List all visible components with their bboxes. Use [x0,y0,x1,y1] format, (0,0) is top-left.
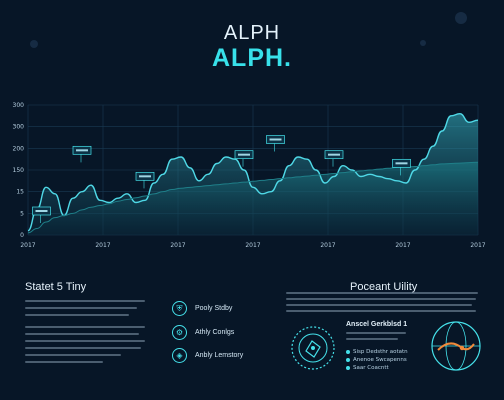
bullet-icon [346,358,350,362]
left-item-1[interactable]: ⛨ Pooly Stdby [172,301,232,316]
paragraph-line [25,347,141,349]
left-panel-title: Statet 5 Tiny [25,281,87,293]
annotation-marker[interactable] [72,145,92,163]
x-tick-label: 2017 [20,242,35,249]
chart-icon: ◈ [172,348,187,363]
right-sub-item-label: Saar Coacntt [353,365,389,371]
paragraph-line [286,298,476,300]
annotation-marker[interactable] [266,135,285,152]
paragraph-line [25,307,137,309]
paragraph-line [25,326,145,328]
right-sub-item-label: Anenoe Swcapenns [353,357,407,363]
area-chart: 2017 2017 2017 2017 2017 2017 2017 0 5 15 150 200 30… [13,102,486,249]
annotation-text-mark [238,153,250,156]
shield-icon: ⛨ [172,301,187,316]
gear-icon: ⚙ [172,325,187,340]
annotation-text-mark [395,162,408,165]
bullet-icon [346,366,350,370]
page-title: ALPH. [212,44,292,72]
left-item-3[interactable]: ◈ Anbly Lemstory [172,348,243,363]
x-tick-label: 2017 [470,242,485,249]
globe-icon [431,321,481,371]
annotation-marker[interactable] [324,150,344,167]
paragraph-line [25,361,103,363]
left-item-label: Athly Conlgs [195,329,235,336]
paragraph-line [286,304,472,306]
paragraph-line [25,314,129,316]
y-tick-label: 0 [20,232,24,239]
paragraph-line [286,310,476,312]
paragraph-line [346,338,398,340]
y-tick-label: 300 [13,124,25,131]
paragraph-line [25,354,121,356]
annotation-text-mark [76,149,88,152]
paragraph-line [25,340,145,342]
annotation-text-mark [328,153,340,156]
annotation-marker[interactable] [234,150,254,167]
x-tick-label: 2017 [395,242,410,249]
paragraph-line [286,292,478,294]
paragraph-line [25,300,145,302]
right-panel-title: Poceant Uility [350,281,418,293]
paragraph-line [346,332,406,334]
annotation-text-mark [269,138,282,141]
compass-icon [291,326,335,370]
y-tick-label: 300 [13,102,25,109]
right-sub-item[interactable]: Anenoe Swcapenns [346,357,407,363]
x-tick-label: 2017 [95,242,110,249]
bullet-icon [346,350,350,354]
x-tick-label: 2017 [320,242,335,249]
y-tick-label: 200 [13,145,25,152]
x-tick-label: 2017 [170,242,185,249]
right-subtitle: Anscel Gerkblsd 1 [346,321,408,328]
paragraph-line [25,333,139,335]
annotation-text-mark [139,175,151,178]
annotation-marker[interactable] [32,206,51,223]
chart-areas [28,113,478,235]
annotation-marker[interactable] [392,158,411,176]
chart-ticks: 2017 2017 2017 2017 2017 2017 2017 0 5 15 150 200 30… [13,102,486,249]
annotation-marker[interactable] [135,171,155,189]
y-tick-label: 15 [16,189,24,196]
series-line-1 [27,112,479,232]
y-tick-label: 5 [20,210,24,217]
y-tick-label: 150 [13,167,25,174]
page-subtitle: ALPH [223,22,281,44]
background-dot [420,40,426,46]
left-item-label: Anbly Lemstory [195,352,244,359]
series-area-2 [28,162,478,235]
annotation-text-mark [35,210,48,212]
chart-annotations [32,135,411,223]
background-dot [30,40,38,48]
right-sub-item-label: Sisp Dedsthr aotatn [353,349,408,355]
right-sub-item[interactable]: Sisp Dedsthr aotatn [346,349,408,355]
left-item-2[interactable]: ⚙ Athly Conlgs [172,325,234,340]
left-item-label: Pooly Stdby [195,305,233,312]
right-sub-item[interactable]: Saar Coacntt [346,365,389,371]
x-tick-label: 2017 [245,242,260,249]
background-dot [455,12,467,24]
